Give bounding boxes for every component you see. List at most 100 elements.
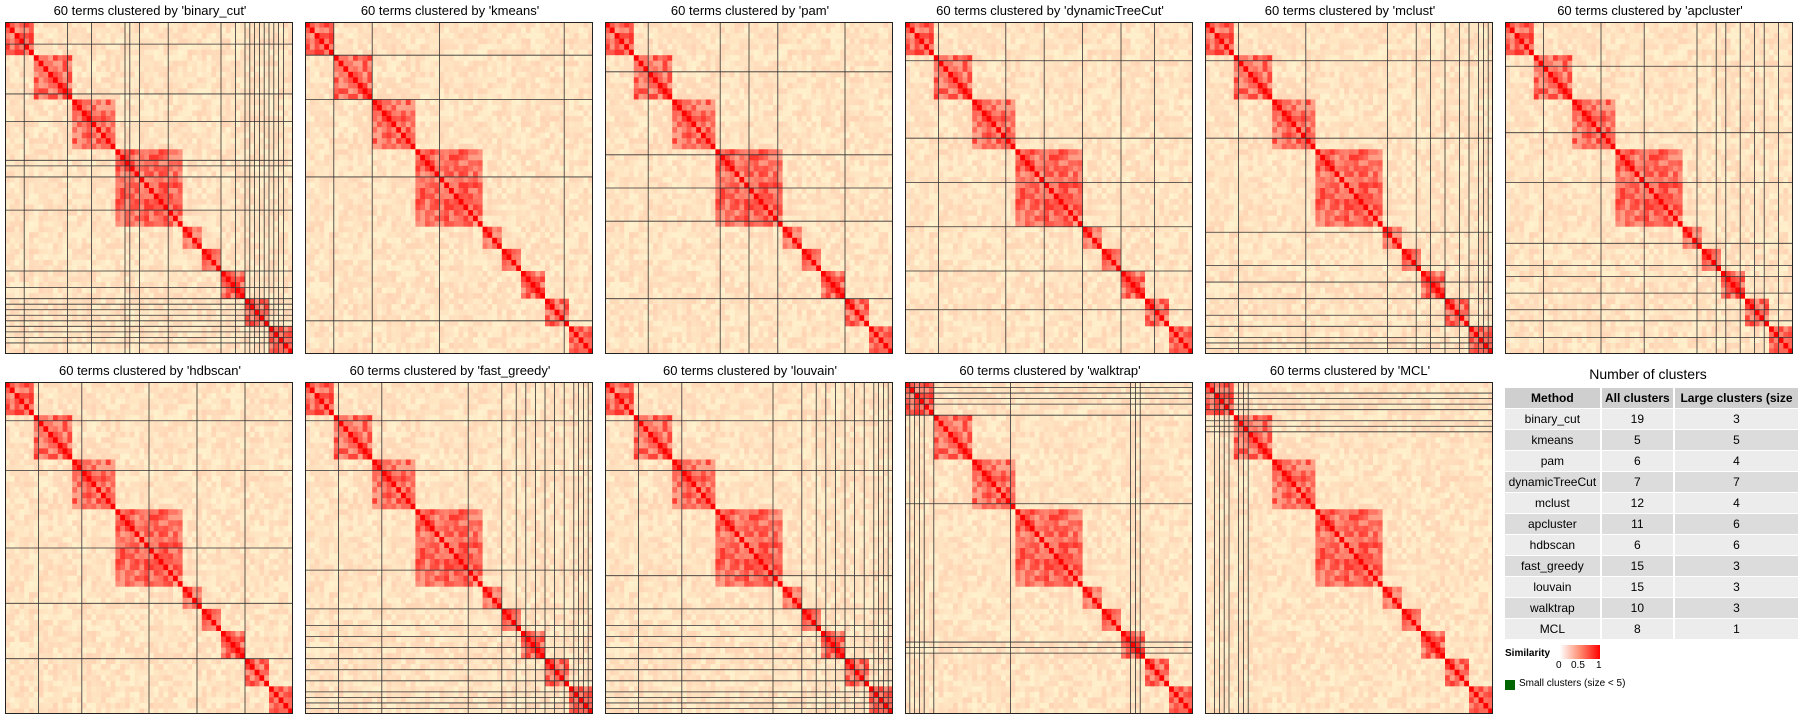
heatmap-cell: [29, 55, 35, 62]
heatmap-cell: [182, 221, 188, 228]
heatmap-cell: [158, 44, 164, 51]
heatmap-cell: [434, 82, 440, 89]
heatmap-cell: [487, 110, 493, 117]
heatmap-cell: [149, 254, 155, 261]
heatmap-cell: [182, 315, 188, 322]
heatmap-cell: [273, 165, 280, 172]
heatmap-cell: [264, 55, 270, 62]
heatmap-cell: [72, 33, 78, 40]
heatmap-cell: [578, 132, 584, 139]
heatmap-cell: [62, 66, 68, 73]
heatmap-cell: [163, 276, 169, 283]
heatmap-cell: [9, 66, 16, 73]
heatmap-cell: [192, 27, 198, 34]
heatmap-cell: [259, 276, 265, 283]
heatmap-cell: [144, 337, 150, 344]
heatmap-cell: [367, 99, 373, 106]
heatmap-cell: [139, 110, 145, 117]
heatmap-cell: [139, 243, 145, 250]
heatmap-cell: [101, 22, 107, 29]
heatmap-cell: [158, 265, 164, 272]
heatmap-cell: [153, 293, 160, 300]
heatmap-cell: [149, 93, 155, 101]
heatmap-cell: [24, 182, 30, 189]
heatmap-cell: [554, 110, 560, 117]
heatmap-cell: [72, 210, 78, 217]
heatmap-cell: [48, 287, 54, 294]
heatmap-cell: [273, 38, 280, 45]
heatmap-cell: [230, 320, 236, 327]
heatmap-cell: [72, 237, 78, 244]
heatmap-cell: [144, 88, 150, 95]
heatmap-cell: [9, 326, 16, 333]
heatmap-cell: [535, 138, 541, 145]
heatmap-cell: [144, 215, 150, 222]
heatmap-cell: [29, 204, 35, 211]
heatmap-cell: [105, 60, 112, 67]
heatmap-cell: [182, 304, 188, 311]
heatmap-cell: [240, 88, 246, 95]
heatmap-cell: [439, 66, 445, 73]
heatmap-cell: [386, 60, 392, 67]
heatmap-cell: [501, 99, 508, 106]
heatmap-cell: [125, 326, 131, 333]
heatmap-cell: [482, 127, 488, 134]
heatmap-cell: [129, 33, 136, 40]
heatmap-cell: [105, 193, 112, 200]
heatmap-cell: [77, 331, 83, 338]
heatmap-cell: [110, 232, 116, 239]
heatmap-cell: [29, 265, 35, 272]
heatmap-cell: [101, 82, 107, 89]
heatmap-cell: [439, 93, 445, 101]
heatmap-cell: [314, 55, 320, 62]
heatmap-cell: [501, 116, 508, 123]
heatmap-cell: [273, 82, 280, 89]
heatmap-cell: [343, 143, 349, 150]
heatmap-cell: [149, 82, 155, 89]
heatmap-cell: [458, 38, 464, 45]
heatmap-cell: [309, 121, 316, 128]
heatmap-cell: [434, 38, 440, 45]
heatmap-cell: [463, 33, 469, 40]
heatmap-cell: [386, 22, 392, 29]
heatmap-cell: [134, 154, 140, 161]
heatmap-cell: [549, 33, 556, 40]
heatmap-cell: [43, 248, 49, 255]
heatmap-cell: [333, 127, 340, 134]
heatmap-cell: [43, 232, 49, 239]
heatmap-cell: [468, 71, 474, 78]
heatmap-cell: [134, 265, 140, 272]
heatmap-cell: [197, 331, 203, 338]
heatmap-cell: [273, 337, 280, 344]
heatmap-cell: [362, 44, 368, 51]
heatmap-cell: [273, 342, 280, 350]
heatmap-cell: [283, 204, 289, 211]
heatmap-cell: [458, 88, 464, 95]
heatmap-cell: [420, 138, 426, 145]
heatmap-cell: [391, 82, 397, 89]
heatmap-cell: [177, 143, 184, 150]
heatmap-cell: [153, 232, 160, 239]
heatmap-cell: [429, 138, 436, 145]
heatmap-cell: [434, 88, 440, 95]
heatmap-cell: [163, 132, 169, 139]
heatmap-cell: [283, 66, 289, 73]
heatmap-cell: [62, 204, 68, 211]
heatmap-cell: [173, 199, 179, 206]
heatmap-cell: [269, 320, 275, 327]
heatmap-cell: [583, 132, 589, 139]
heatmap-cell: [149, 121, 155, 128]
heatmap-cell: [19, 331, 25, 338]
heatmap-cell: [120, 248, 126, 255]
heatmap-cell: [101, 259, 107, 267]
heatmap-cell: [367, 49, 373, 56]
heatmap-cell: [453, 143, 460, 150]
heatmap-cell: [67, 149, 73, 156]
heatmap-cell: [192, 171, 198, 178]
heatmap-cell: [125, 342, 131, 350]
heatmap-cell: [62, 143, 68, 150]
heatmap-cell: [201, 143, 208, 150]
heatmap-cell: [386, 88, 392, 95]
heatmap-cell: [77, 248, 83, 255]
heatmap-cell: [86, 176, 92, 184]
